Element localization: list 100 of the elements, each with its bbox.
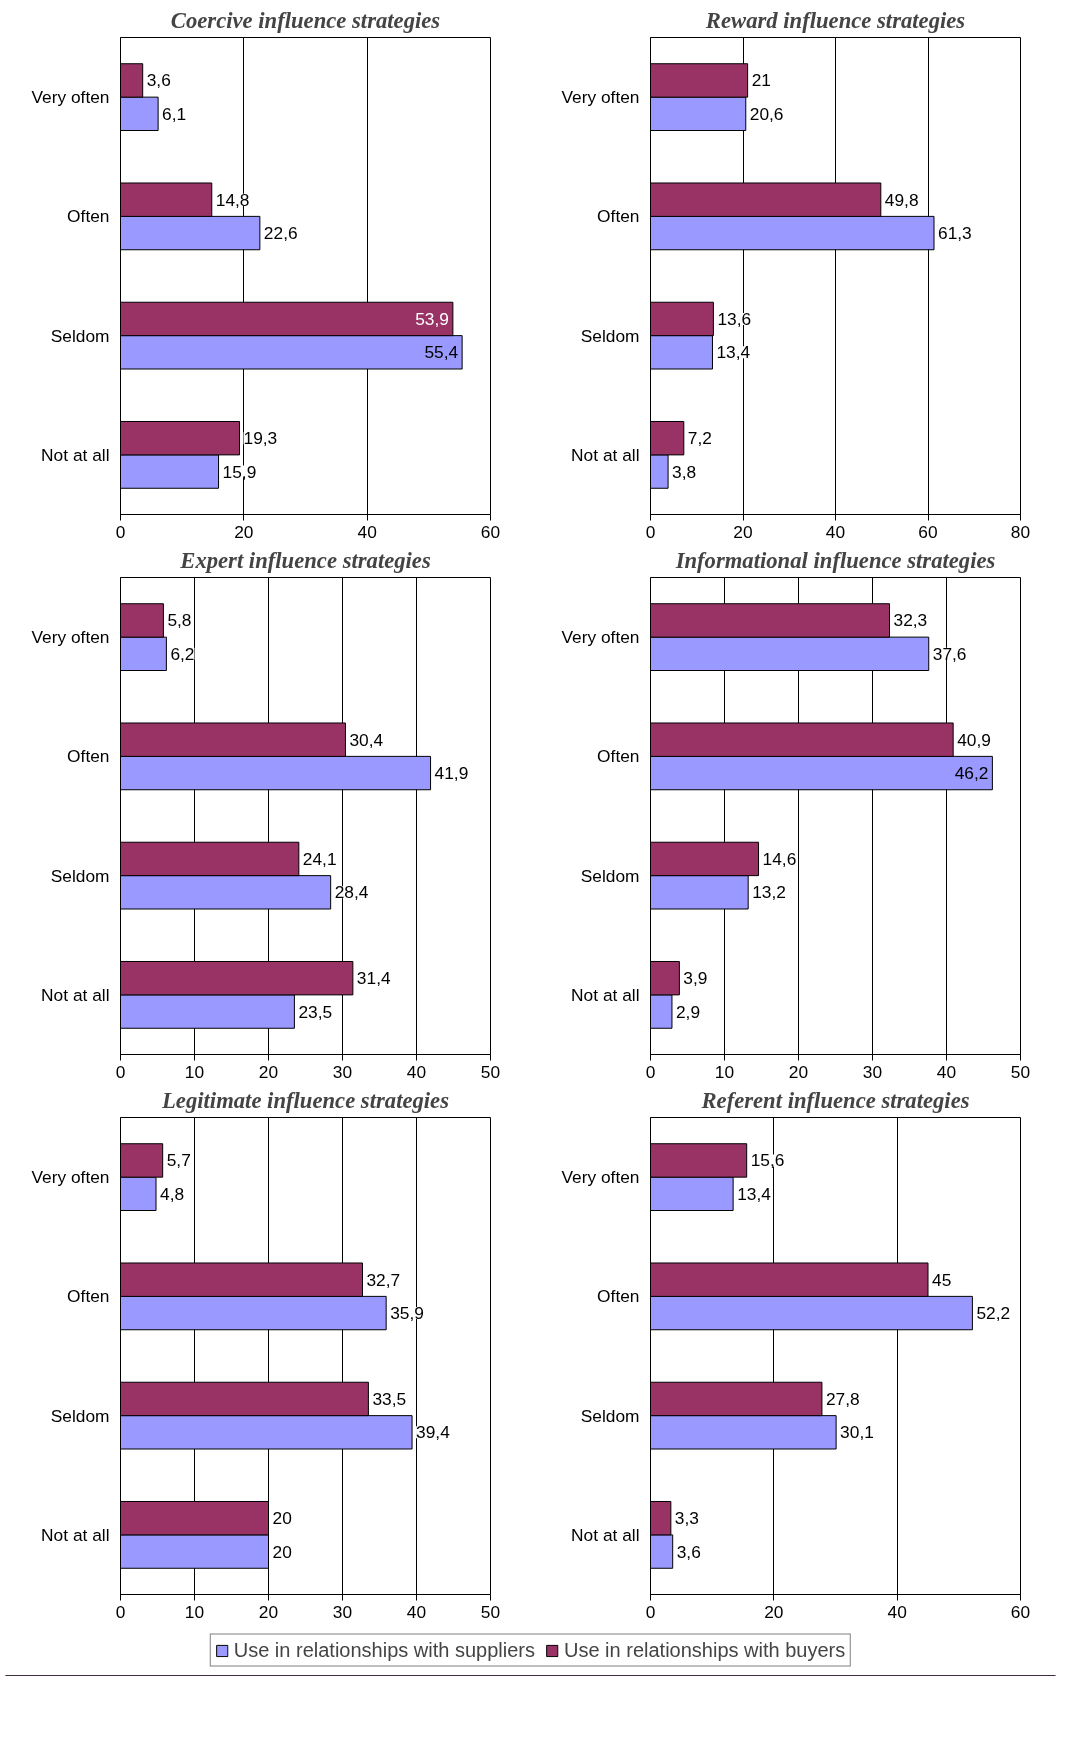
x-tick-label: 20 [258,1601,279,1622]
legend-label: Use in relationships with suppliers [233,1638,535,1662]
data-label: 22,6 [263,223,298,244]
x-tick-label: 0 [115,1601,126,1622]
x-tick-label: 0 [645,1061,656,1082]
chart-title: Informational influence strategies [674,547,996,573]
x-tick-label: 40 [406,1601,427,1622]
y-tick-label: Not at all [571,1524,640,1545]
data-label: 7,2 [687,428,712,449]
y-tick-label: Not at all [571,444,640,465]
data-label: 15,9 [222,461,257,482]
data-label: 45 [932,1269,952,1290]
x-tick-label: 40 [406,1061,427,1082]
data-label: 24,1 [302,848,337,869]
x-tick-label: 50 [480,1601,501,1622]
data-label: 15,6 [750,1150,785,1171]
chart-title: Reward influence strategies [704,7,966,33]
data-label: 3,8 [672,461,697,482]
x-tick-label: 20 [258,1061,279,1082]
x-tick-label: 30 [862,1061,883,1082]
x-tick-label: 60 [918,521,938,542]
data-label: 5,8 [167,610,192,631]
data-label: 30,4 [349,729,384,750]
data-label: 5,7 [166,1150,191,1171]
x-tick-label: 60 [480,521,501,542]
data-label: 52,2 [976,1303,1011,1324]
y-tick-label: Seldom [580,325,640,346]
y-tick-label: Often [67,746,110,767]
chart-title: Referent influence strategies [700,1087,970,1113]
data-label: 13,4 [737,1183,772,1204]
data-label: 35,9 [390,1303,424,1324]
y-tick-label: Seldom [50,865,110,886]
x-tick-label: 10 [184,1061,205,1082]
y-tick-label: Seldom [580,1405,640,1426]
x-tick-label: 50 [1010,1061,1031,1082]
data-label: 3,6 [676,1541,701,1562]
data-label: 31,4 [356,968,391,989]
data-label: 13,6 [717,308,752,329]
data-label: 23,5 [298,1001,333,1022]
chart-title: Legitimate influence strategies [161,1087,450,1113]
data-label: 55,4 [424,342,459,363]
y-tick-label: Often [597,746,640,767]
x-tick-label: 20 [764,1601,784,1622]
x-tick-label: 20 [733,521,753,542]
x-tick-label: 0 [115,521,126,542]
chart-title: Coercive influence strategies [170,7,441,33]
legend-label: Use in relationships with buyers [564,1638,846,1662]
x-tick-label: 80 [1010,521,1031,542]
data-label: 4,8 [160,1183,185,1204]
data-label: 20 [272,1541,292,1562]
data-label: 32,3 [893,610,928,631]
data-label: 19,3 [243,428,278,449]
data-label: 46,2 [954,763,989,784]
y-tick-label: Very often [31,87,110,108]
x-tick-label: 0 [645,1601,656,1622]
x-tick-label: 60 [1010,1601,1031,1622]
y-tick-label: Not at all [41,984,110,1005]
y-tick-label: Often [597,1286,640,1307]
y-tick-label: Seldom [50,325,110,346]
data-label: 32,7 [366,1269,401,1290]
data-label: 6,1 [162,103,187,124]
y-tick-label: Seldom [580,865,640,886]
data-label: 3,6 [146,70,171,91]
x-tick-label: 40 [936,1061,957,1082]
x-tick-label: 40 [887,1601,907,1622]
data-label: 27,8 [825,1388,860,1409]
data-label: 20,6 [749,103,784,124]
data-label: 2,9 [675,1001,701,1022]
y-tick-label: Not at all [571,984,640,1005]
y-tick-label: Not at all [41,444,110,465]
data-label: 14,8 [215,189,250,210]
chart-title: Expert influence strategies [179,547,431,573]
x-tick-label: 50 [480,1061,501,1082]
data-label: 30,1 [840,1422,874,1443]
data-label: 53,9 [415,308,449,329]
x-tick-label: 10 [714,1061,735,1082]
x-tick-label: 20 [234,521,254,542]
y-tick-label: Not at all [41,1524,110,1545]
y-tick-label: Very often [561,1167,640,1188]
y-tick-label: Very often [31,1167,110,1188]
data-label: 14,6 [762,848,797,869]
data-label: 28,4 [334,882,369,903]
y-tick-label: Seldom [50,1405,110,1426]
x-tick-label: 0 [115,1061,126,1082]
y-tick-label: Very often [31,627,110,648]
y-tick-label: Often [67,206,110,227]
x-tick-label: 40 [357,521,377,542]
y-tick-label: Often [67,1286,110,1307]
x-tick-label: 30 [332,1601,353,1622]
data-label: 61,3 [938,223,972,244]
data-label: 33,5 [372,1388,407,1409]
x-tick-label: 40 [825,521,846,542]
x-tick-label: 0 [645,521,656,542]
data-label: 13,2 [752,882,786,903]
y-tick-label: Often [597,206,640,227]
y-tick-label: Very often [561,87,640,108]
data-label: 40,9 [957,729,991,750]
data-label: 3,9 [683,968,708,989]
x-tick-label: 10 [184,1601,205,1622]
data-label: 37,6 [932,643,967,664]
